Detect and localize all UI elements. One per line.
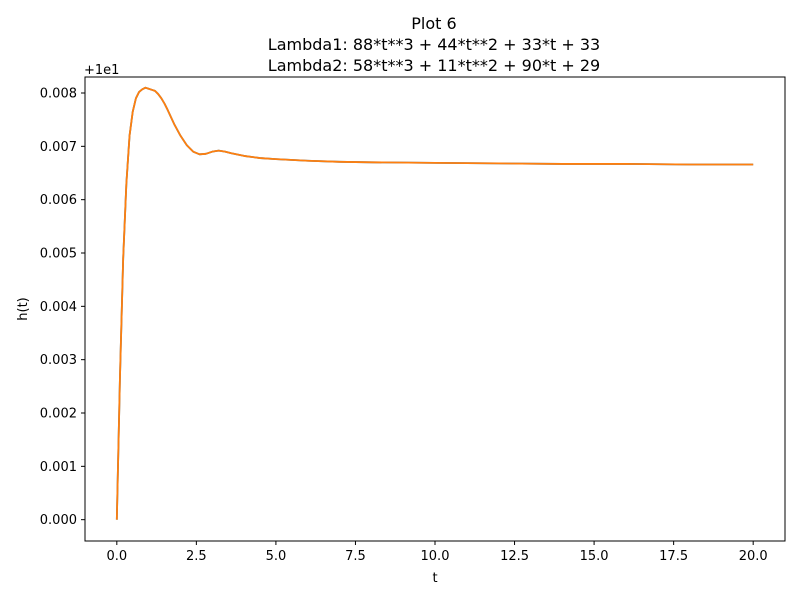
plot-frame — [84, 76, 786, 542]
y-tick-label: 0.000 — [40, 513, 77, 528]
y-offset-label: +1e1 — [84, 63, 119, 78]
chart-title-line-2: Lambda1: 88*t**3 + 44*t**2 + 33*t + 33 — [268, 35, 600, 54]
x-tick-label: 5.0 — [266, 549, 287, 564]
y-axis-ticks: 0.000 0.001 0.002 0.003 0.004 0.005 0.006 0.007… — [40, 87, 85, 528]
plot-area — [85, 77, 785, 541]
chart-title: Plot 6 Lambda1: 88*t**3 + 44*t**2 + 33*t… — [268, 14, 600, 75]
series-layer — [115, 86, 754, 520]
y-tick-label: 0.001 — [40, 460, 77, 475]
series-line-2 — [115, 86, 754, 520]
y-tick-label: 0.006 — [40, 193, 77, 208]
chart-title-line-1: Plot 6 — [411, 14, 456, 33]
y-axis-label: h(t) — [16, 297, 31, 320]
y-tick-label: 0.004 — [40, 300, 77, 315]
x-tick-label: 17.5 — [659, 549, 688, 564]
x-axis-ticks: 0.0 2.5 5.0 7.5 10.0 12.5 15.0 17.5 20.0 — [106, 541, 768, 564]
chart-title-line-3: Lambda2: 58*t**3 + 11*t**2 + 90*t + 29 — [268, 56, 600, 75]
y-tick-label: 0.003 — [40, 353, 77, 368]
x-tick-label: 20.0 — [739, 549, 768, 564]
x-tick-label: 15.0 — [580, 549, 609, 564]
y-tick-label: 0.008 — [40, 87, 77, 102]
x-tick-label: 7.5 — [345, 549, 366, 564]
y-tick-label: 0.002 — [40, 407, 77, 422]
x-tick-label: 0.0 — [106, 549, 127, 564]
x-tick-label: 2.5 — [186, 549, 207, 564]
y-tick-label: 0.007 — [40, 140, 77, 155]
x-tick-label: 10.0 — [421, 549, 450, 564]
y-tick-label: 0.005 — [40, 247, 77, 262]
x-tick-label: 12.5 — [500, 549, 529, 564]
x-axis-label: t — [432, 571, 437, 586]
